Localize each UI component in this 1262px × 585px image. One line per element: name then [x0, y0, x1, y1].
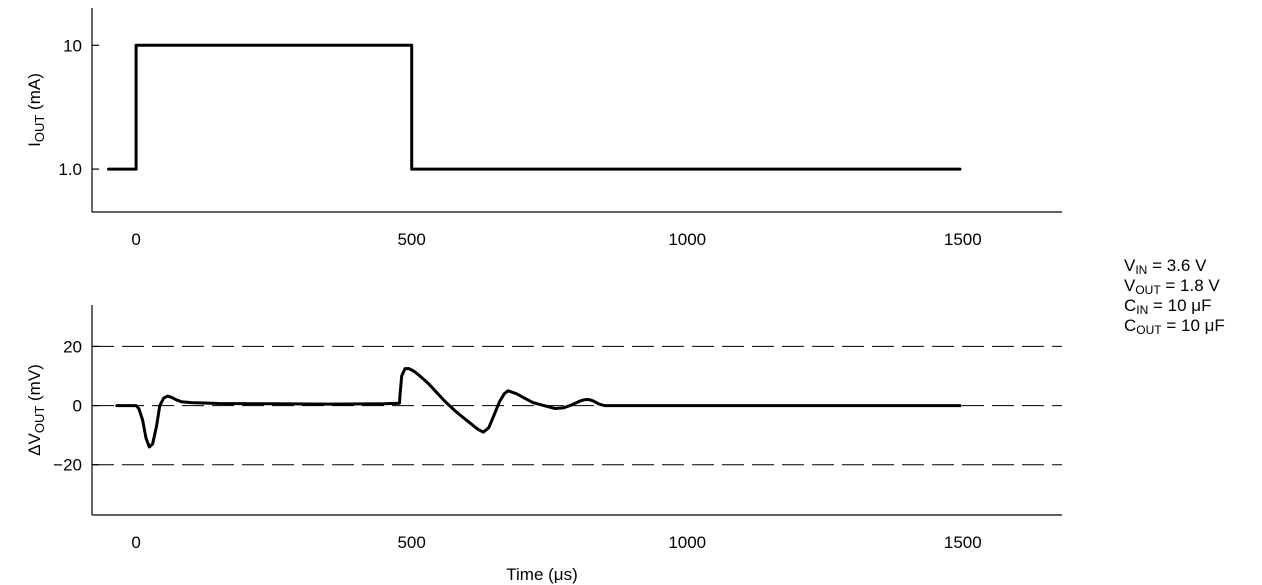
- x-tick-label: 0: [131, 230, 140, 249]
- condition-symbol: C: [1124, 316, 1137, 335]
- condition-value: = 3.6 V: [1147, 256, 1207, 275]
- y-tick-label: 10: [63, 36, 82, 55]
- current-panel: 0 500 1000 1500 10 1.0 IOUT (mA): [25, 8, 1062, 249]
- voltage-panel: 0 500 1000 1500 20 0 −20 ΔVOUT (mV) Time (μs): [25, 305, 1062, 584]
- condition-symbol: V: [1124, 276, 1136, 295]
- x-tick-label: 1500: [944, 230, 982, 249]
- series-line: [107, 43, 962, 171]
- condition-line: VOUT = 1.8 V: [1124, 276, 1220, 296]
- condition-line: VIN = 3.6 V: [1124, 256, 1206, 276]
- y-axis-label-rest: (mV): [25, 364, 44, 406]
- y-tick-label: −20: [53, 456, 82, 475]
- condition-symbol: C: [1124, 296, 1137, 315]
- condition-subscript: OUT: [1136, 323, 1162, 337]
- condition-value: = 1.8 V: [1160, 276, 1220, 295]
- series-line: [115, 367, 962, 449]
- condition-value: = 10 μF: [1148, 296, 1212, 315]
- condition-line: CIN = 10 μF: [1124, 296, 1211, 316]
- x-axis-label: Time (μs): [506, 565, 578, 584]
- y-axis-label-base: ΔV: [25, 432, 44, 455]
- condition-subscript: IN: [1135, 263, 1148, 277]
- y-axis-label-rest: (mA): [25, 73, 44, 115]
- y-axis-label-sub: OUT: [32, 406, 47, 434]
- y-axis-label: ΔVOUT (mV): [25, 364, 47, 456]
- y-tick-label: 1.0: [58, 160, 82, 179]
- condition-symbol: V: [1124, 256, 1136, 275]
- y-axis-label: IOUT (mA): [25, 73, 47, 147]
- x-tick-label: 1000: [668, 230, 706, 249]
- condition-subscript: IN: [1136, 303, 1149, 317]
- x-tick-label: 500: [397, 230, 425, 249]
- y-axis-label-sub: OUT: [32, 115, 47, 143]
- x-tick-label: 1500: [944, 533, 982, 552]
- x-tick-label: 500: [397, 533, 425, 552]
- x-tick-label: 0: [131, 533, 140, 552]
- condition-subscript: OUT: [1135, 283, 1161, 297]
- x-tick-label: 1000: [668, 533, 706, 552]
- condition-value: = 10 μF: [1161, 316, 1225, 335]
- condition-line: COUT = 10 μF: [1124, 316, 1225, 336]
- y-axis-label-base: I: [25, 142, 44, 147]
- y-tick-label: 20: [63, 337, 82, 356]
- y-tick-label: 0: [73, 397, 82, 416]
